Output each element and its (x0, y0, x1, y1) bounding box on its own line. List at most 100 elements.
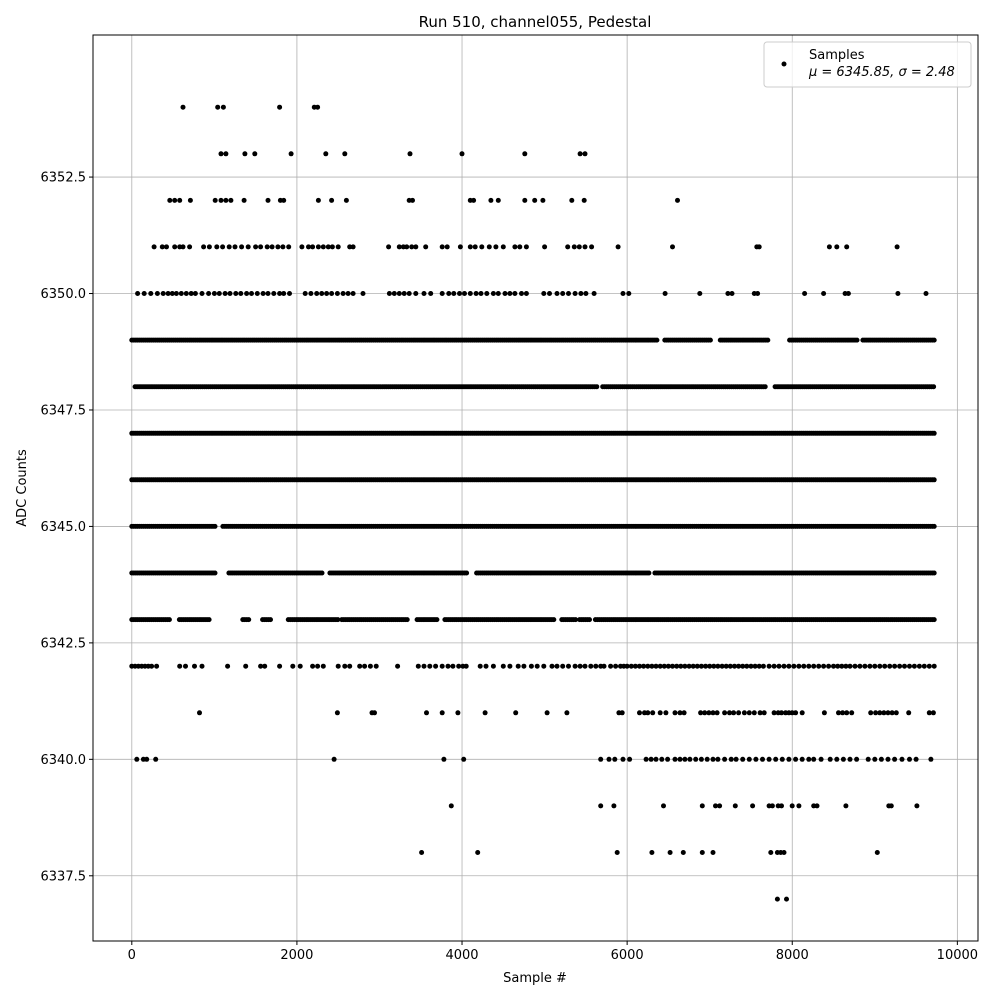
data-point (711, 663, 717, 669)
data-point (502, 291, 508, 296)
data-point (310, 244, 316, 250)
data-point (439, 291, 445, 296)
legend-label-samples: Samples (809, 48, 865, 63)
data-point (736, 663, 742, 669)
data-point (212, 570, 218, 576)
data-point (862, 663, 868, 669)
data-point (801, 663, 807, 669)
data-point (343, 197, 349, 203)
data-point (907, 663, 912, 669)
data-point (290, 663, 296, 669)
data-point (360, 291, 366, 296)
data-point (517, 244, 523, 250)
data-point (329, 197, 335, 203)
data-point (477, 663, 483, 669)
data-point (471, 197, 477, 203)
data-point (180, 244, 186, 250)
data-point (645, 710, 651, 716)
data-point (275, 244, 281, 250)
data-point (857, 663, 863, 669)
data-point (594, 384, 600, 390)
data-point (682, 756, 688, 762)
data-point (472, 244, 478, 250)
data-point (921, 663, 927, 669)
data-point (515, 663, 521, 669)
data-point (243, 663, 249, 669)
data-point (302, 291, 308, 296)
data-point (441, 756, 447, 762)
data-point (206, 244, 212, 250)
data-point (899, 756, 905, 762)
data-point (164, 244, 169, 250)
data-point (615, 244, 621, 250)
data-point (288, 151, 294, 157)
data-point (762, 384, 768, 390)
data-point (885, 756, 891, 762)
data-point (154, 663, 160, 669)
data-point (892, 756, 898, 762)
data-point (582, 244, 588, 250)
data-point (258, 244, 264, 250)
data-point (350, 244, 356, 250)
data-point (308, 291, 314, 296)
data-point (911, 663, 917, 669)
data-point (796, 663, 802, 669)
data-point (698, 756, 704, 762)
data-point (172, 244, 178, 250)
data-point (319, 570, 325, 576)
data-point (907, 756, 912, 762)
data-point (931, 430, 937, 436)
data-point (849, 710, 855, 716)
data-point (587, 617, 592, 623)
data-point (320, 663, 326, 669)
data-point (571, 244, 577, 250)
data-point (698, 710, 704, 716)
data-point (624, 663, 630, 669)
data-point (134, 756, 140, 762)
data-point (396, 291, 402, 296)
data-point (768, 850, 774, 855)
data-point (410, 197, 415, 203)
data-point (560, 663, 566, 669)
data-point (444, 244, 450, 250)
x-axis-label: Sample # (503, 971, 567, 986)
data-point (409, 244, 415, 250)
data-point (889, 710, 895, 716)
data-point (826, 663, 832, 669)
data-point (710, 850, 716, 855)
data-point (281, 291, 287, 296)
data-point (197, 710, 202, 716)
data-point (464, 570, 470, 576)
data-point (265, 197, 271, 203)
data-point (554, 291, 560, 296)
data-point (755, 291, 761, 296)
data-point (672, 756, 678, 762)
data-point (475, 850, 481, 855)
data-point (760, 663, 766, 669)
data-point (659, 756, 665, 762)
y-tick-label: 6337.5 (41, 869, 87, 884)
data-point (706, 710, 712, 716)
x-tick-label: 10000 (937, 948, 978, 963)
data-point (406, 291, 412, 296)
data-point (728, 756, 734, 762)
data-point (591, 291, 597, 296)
data-point (677, 756, 683, 762)
data-point (931, 663, 937, 669)
data-point (661, 803, 666, 809)
data-point (153, 756, 159, 762)
data-point (843, 663, 849, 669)
data-point (421, 291, 427, 296)
x-tick-label: 8000 (776, 948, 809, 963)
data-point (643, 756, 649, 762)
data-point (740, 663, 746, 669)
data-point (626, 291, 632, 296)
data-point (821, 291, 827, 296)
data-point (218, 197, 224, 203)
data-point (627, 756, 633, 762)
data-point (826, 244, 832, 250)
data-point (601, 663, 607, 669)
data-point (173, 291, 179, 296)
data-point (665, 756, 671, 762)
data-point (151, 244, 157, 250)
